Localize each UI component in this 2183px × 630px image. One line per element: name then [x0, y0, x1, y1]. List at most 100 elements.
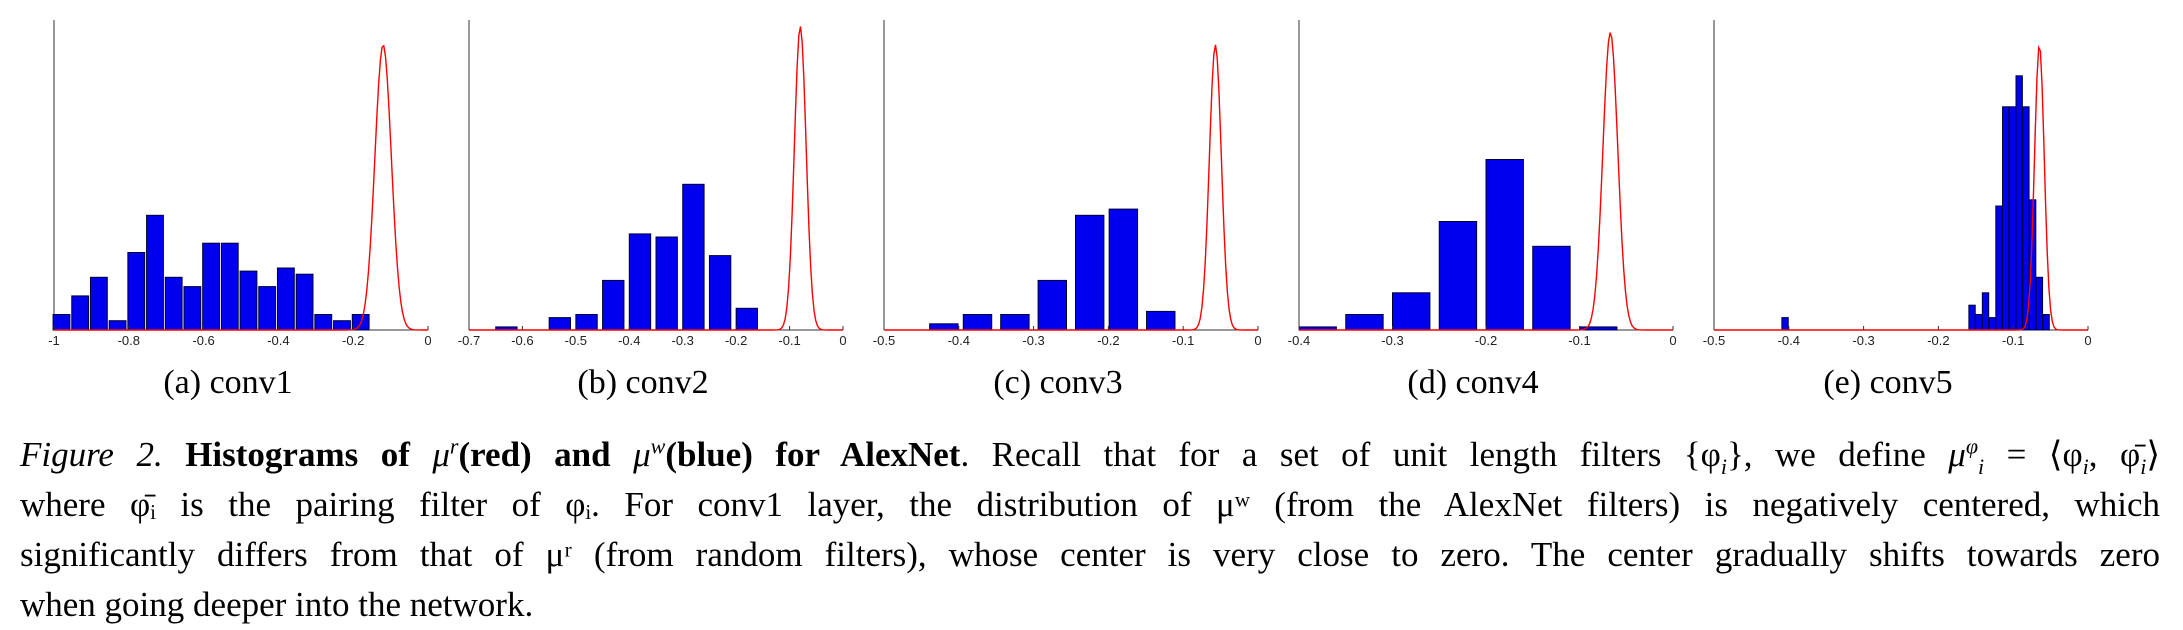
- histogram-bar: [1000, 314, 1030, 331]
- random-filter-curve: [884, 44, 1258, 331]
- histogram-bar: [1146, 310, 1176, 331]
- histogram-bar: [628, 233, 652, 331]
- x-tick-label: -0.6: [511, 333, 533, 348]
- histogram-bar: [962, 314, 993, 331]
- x-tick-label: -0.2: [725, 333, 747, 348]
- histogram-bar: [1392, 292, 1431, 331]
- histogram-bar: [1968, 304, 1976, 331]
- sub-i-4: i: [2140, 454, 2147, 479]
- x-tick-label: -0.3: [1381, 333, 1403, 348]
- caption-line1-end3: ⟩: [2146, 435, 2161, 474]
- caption-bold-blue: (blue) for AlexNet: [665, 435, 961, 474]
- histogram-chart-conv4: -0.4 -0.3 -0.2 -0.1 0: [1288, 20, 1677, 348]
- x-tick-label: -0.1: [2002, 333, 2024, 348]
- x-tick-label: -0.6: [192, 333, 214, 348]
- subcaption-conv1: (a) conv1: [163, 364, 293, 401]
- histogram-bar: [708, 255, 732, 331]
- mu-symbol-phi: μ: [1948, 435, 1966, 474]
- x-tick-label: -0.4: [948, 333, 970, 348]
- histogram-bar: [2002, 106, 2010, 331]
- histogram-bar: [127, 252, 146, 331]
- caption-line-4: when going deeper into the network.: [20, 585, 534, 624]
- histogram-bar: [548, 317, 572, 331]
- histogram-bar: [1981, 292, 1990, 331]
- x-tick-label: -0.3: [1022, 333, 1044, 348]
- x-tick-label: -0.2: [1475, 333, 1497, 348]
- subcaption-conv3: (c) conv3: [993, 364, 1123, 401]
- x-tick-label: 0: [1669, 333, 1676, 348]
- x-tick-label: -0.3: [1852, 333, 1874, 348]
- caption-line1-end: = ⟨φ: [2006, 435, 2083, 474]
- histogram-bar: [276, 267, 295, 331]
- histogram-bar: [164, 276, 183, 331]
- histogram-bar: [735, 307, 759, 331]
- histogram-bar: [258, 286, 277, 331]
- sub-i-1: i: [1720, 454, 1727, 479]
- x-tick-label: -0.5: [565, 333, 587, 348]
- sup-phi: φ: [1965, 433, 1978, 459]
- x-tick-label: -0.5: [873, 333, 895, 348]
- x-tick-label: 0: [424, 333, 431, 348]
- histogram-panel-conv5: -0.5 -0.4 -0.3 -0.2 -0.1 0 (e) conv5: [1678, 0, 2098, 420]
- histogram-bar: [1975, 314, 1983, 331]
- sub-i-3: i: [2082, 454, 2089, 479]
- random-filter-curve: [1714, 44, 2088, 331]
- histogram-bar: [108, 320, 127, 331]
- histogram-bar: [1988, 317, 1996, 331]
- sup-w: w: [650, 433, 666, 459]
- x-tick-label: -0.2: [1097, 333, 1119, 348]
- x-tick-label: 0: [839, 333, 846, 348]
- x-tick-label: -0.1: [778, 333, 800, 348]
- histogram-bar: [1345, 314, 1384, 331]
- histogram-bar: [1485, 159, 1524, 331]
- figure-caption: Figure 2. Histograms of μr(red) and μw(b…: [20, 430, 2160, 630]
- caption-bold-red: (red) and: [458, 435, 611, 474]
- caption-line1-tail: }, we define: [1726, 435, 1926, 474]
- histogram-bar: [2042, 314, 2050, 331]
- caption-line-3: significantly differs from that of μʳ (f…: [20, 535, 2160, 574]
- histogram-bar: [146, 214, 164, 331]
- histogram-panel-conv1: -1 -0.8 -0.6 -0.4 -0.2 0 (a) conv1: [18, 0, 438, 420]
- x-tick-label: -0.4: [1288, 333, 1310, 348]
- x-tick-label: -0.4: [618, 333, 640, 348]
- histogram-bar: [682, 183, 705, 331]
- histogram-chart-conv5: -0.5 -0.4 -0.3 -0.2 -0.1 0: [1703, 20, 2092, 348]
- histogram-bar: [239, 270, 258, 331]
- histogram-panel-conv3: -0.5 -0.4 -0.3 -0.2 -0.1 0 (c) conv3: [848, 0, 1268, 420]
- histogram-chart-conv3: -0.5 -0.4 -0.3 -0.2 -0.1 0: [873, 20, 1262, 348]
- x-tick-label: 0: [1254, 333, 1261, 348]
- histogram-bar: [2022, 106, 2030, 331]
- histogram-chart-conv2: -0.7 -0.6 -0.5 -0.4 -0.3 -0.2 -0.1 0: [458, 20, 847, 348]
- caption-line1-end2: , φ̄: [2088, 435, 2141, 474]
- x-tick-label: -0.2: [1927, 333, 1949, 348]
- x-tick-label: -0.1: [1172, 333, 1194, 348]
- histogram-bar: [929, 323, 959, 331]
- random-filter-curve: [54, 44, 428, 331]
- mu-symbol-r: μ: [432, 435, 450, 474]
- caption-line1-rest: . Recall that for a set of unit length f…: [960, 435, 1721, 474]
- histogram-panel-conv4: -0.4 -0.3 -0.2 -0.1 0 (d) conv4: [1263, 0, 1683, 420]
- x-tick-label: 0: [2084, 333, 2091, 348]
- histogram-bar: [2015, 75, 2023, 331]
- subcaption-conv2: (b) conv2: [577, 364, 709, 401]
- histogram-bar: [183, 286, 202, 331]
- sup-r: r: [449, 433, 459, 459]
- histogram-bar: [333, 320, 351, 331]
- histogram-bar: [2035, 276, 2044, 331]
- mu-symbol-w: μ: [633, 435, 651, 474]
- figure-label: Figure 2.: [20, 435, 163, 474]
- histogram-bar: [71, 295, 90, 331]
- histogram-chart-conv1: -1 -0.8 -0.6 -0.4 -0.2 0: [48, 20, 432, 348]
- caption-line-1: Figure 2. Histograms of μr(red) and μw(b…: [20, 430, 2160, 480]
- histogram-bar: [1108, 208, 1139, 331]
- x-tick-label: -0.8: [118, 333, 140, 348]
- x-tick-label: -0.1: [1568, 333, 1590, 348]
- random-filter-curve: [469, 26, 843, 331]
- x-tick-label: -0.4: [1778, 333, 1800, 348]
- histogram-bar: [655, 236, 678, 331]
- histogram-bar: [575, 314, 598, 331]
- subcaption-conv4: (d) conv4: [1407, 364, 1539, 401]
- histogram-bar: [89, 276, 108, 331]
- histogram-panel-conv2: -0.7 -0.6 -0.5 -0.4 -0.3 -0.2 -0.1 0 (b) conv2: [433, 0, 853, 420]
- histogram-bar: [2008, 106, 2017, 331]
